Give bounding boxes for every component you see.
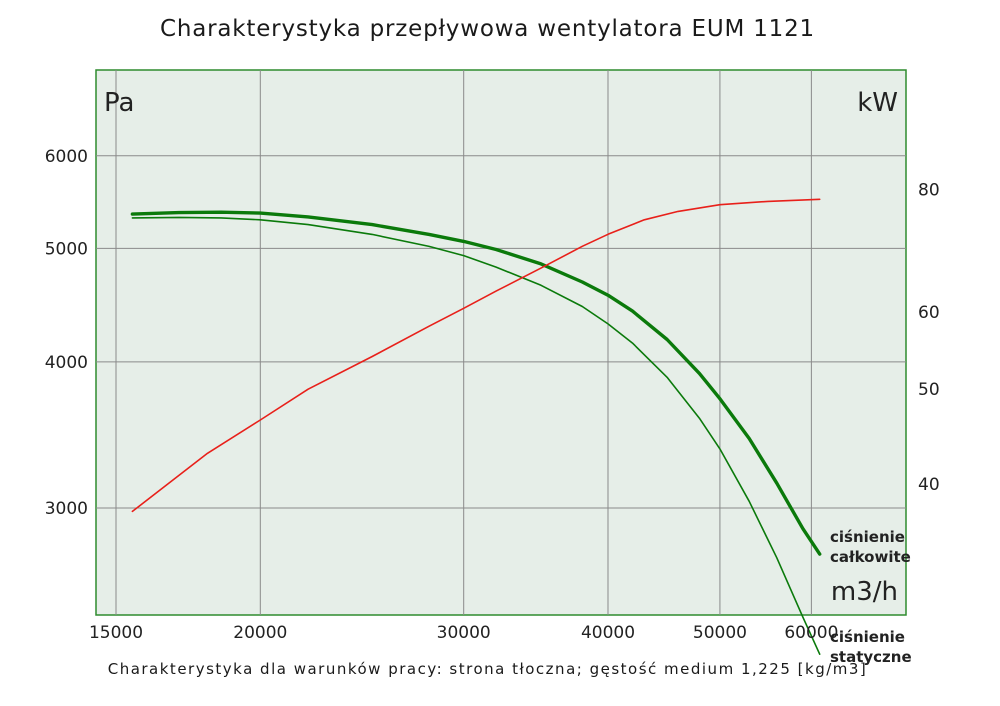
y-tick-label-left: 4000 (45, 353, 88, 373)
series-label-0: ciśnienie (830, 528, 905, 546)
y-tick-label-right: 50 (918, 380, 940, 400)
x-tick-label: 40000 (581, 623, 635, 643)
x-axis-label: m3/h (831, 577, 898, 607)
series-layer (130, 198, 822, 655)
chart-title: Charakterystyka przepływowa wentylatora … (160, 16, 815, 42)
series-line-2 (131, 198, 821, 513)
x-tick-label: 20000 (233, 623, 287, 643)
series-labels: ciśnienie całkowite ciśnienie statyczne (830, 528, 912, 666)
y-axis-left-label: Pa (104, 88, 134, 118)
series-label-1: ciśnienie (830, 628, 905, 646)
y-tick-label-left: 6000 (45, 147, 88, 167)
y-axis-right-label: kW (857, 88, 898, 118)
x-tick-label: 50000 (693, 623, 747, 643)
y-tick-label-right: 80 (918, 181, 940, 201)
x-tick-label: 60000 (784, 623, 838, 643)
y-tick-label-right: 40 (918, 475, 940, 495)
x-tick-label: 30000 (437, 623, 491, 643)
grid (96, 70, 906, 615)
series-line-0 (130, 210, 822, 556)
y-tick-label-right: 60 (918, 303, 940, 323)
y-tick-label-left: 5000 (45, 239, 88, 259)
x-tick-label: 15000 (89, 623, 143, 643)
plot-area (95, 69, 907, 616)
y-tick-label-left: 3000 (45, 499, 88, 519)
series-line-1 (131, 216, 821, 655)
chart-footnote: Charakterystyka dla warunków pracy: stro… (107, 660, 868, 678)
tick-labels: 15000 20000 30000 40000 50000 60000 3000 4000 50… (45, 147, 940, 643)
series-label-0: całkowite (830, 548, 911, 566)
series-label-1: statyczne (830, 648, 912, 666)
